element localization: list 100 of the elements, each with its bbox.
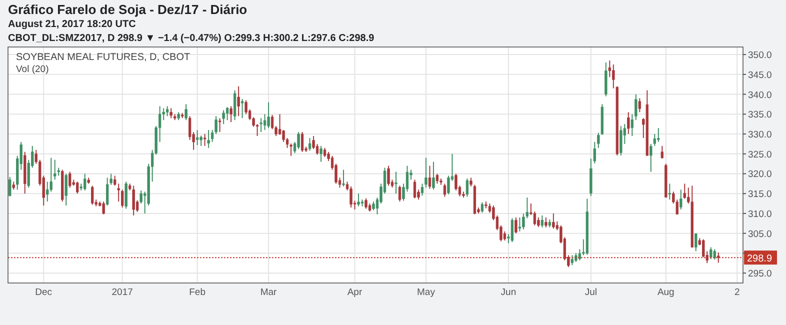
candlestick xyxy=(226,106,229,121)
y-tick-label: 295.0 xyxy=(748,268,772,280)
x-tick-label: Apr xyxy=(347,287,362,298)
y-tick-label: 350.0 xyxy=(748,50,772,62)
candlestick xyxy=(237,86,240,117)
ref-line-label: 298.9 xyxy=(747,254,772,265)
candlestick xyxy=(638,98,641,113)
candlestick xyxy=(627,112,630,135)
candlestick xyxy=(552,212,555,230)
candlestick xyxy=(620,126,622,156)
x-tick-label: Mar xyxy=(260,287,277,298)
candlestick xyxy=(121,189,124,208)
candlestick xyxy=(54,159,56,180)
candlestick xyxy=(608,60,611,78)
candlestick xyxy=(297,132,300,150)
candlestick xyxy=(84,173,86,191)
text: August 21, 2017 18:20 UTC xyxy=(8,19,136,30)
candlestick xyxy=(466,178,469,198)
candlestick xyxy=(604,62,608,97)
x-tick-label: 2017 xyxy=(112,287,133,298)
candlestick xyxy=(203,134,206,146)
x-tick-label: May xyxy=(417,287,436,298)
candlestick xyxy=(540,214,544,228)
candlestick xyxy=(680,189,682,210)
y-tick-label: 315.0 xyxy=(748,189,772,200)
y-tick-label: 305.0 xyxy=(748,228,772,240)
candlestick xyxy=(342,169,345,187)
candlestick xyxy=(657,128,660,142)
candlestick xyxy=(320,145,322,162)
candlestick xyxy=(364,198,368,210)
candlestick xyxy=(222,110,225,125)
candlestick xyxy=(650,143,652,172)
x-tick-label: Jul xyxy=(584,287,598,298)
candlestick xyxy=(413,179,416,199)
candlestick xyxy=(634,94,638,121)
candlestick xyxy=(428,165,432,190)
candlestick xyxy=(267,102,270,129)
y-tick-label: 330.0 xyxy=(748,130,772,141)
annotation: Vol (20) xyxy=(16,64,49,75)
candlestick xyxy=(668,183,671,200)
candlestick xyxy=(503,230,506,241)
y-tick-label: 335.0 xyxy=(748,110,772,121)
candlestick xyxy=(64,173,68,206)
candlestick xyxy=(578,248,582,261)
candlestick xyxy=(300,132,304,152)
candlestick xyxy=(694,232,698,252)
candlestick xyxy=(117,183,120,202)
candlestick xyxy=(436,173,439,184)
y-tick-label: 345.0 xyxy=(748,70,772,81)
x-tick-label: Jun xyxy=(500,287,516,298)
candlestick xyxy=(102,201,105,215)
candlestick xyxy=(717,252,720,264)
candlestick xyxy=(68,171,72,188)
y-tick-label: 325.0 xyxy=(748,149,772,160)
candlestick xyxy=(480,202,484,214)
candlestick xyxy=(713,248,716,260)
candlestick xyxy=(233,90,236,121)
candlestick xyxy=(443,183,446,198)
candlestick xyxy=(312,135,315,150)
candlestick xyxy=(510,218,514,243)
y-tick-label: 310.0 xyxy=(748,208,772,220)
candlestick xyxy=(8,176,12,197)
candlestick xyxy=(91,185,94,206)
candlestick xyxy=(683,183,686,200)
candlestick xyxy=(184,104,188,121)
candlestick xyxy=(514,216,518,234)
y-tick-label: 320.0 xyxy=(748,169,772,180)
chart-subtitle: CBOT_DL:SMZ2017, D 298.9 ▼ −1.4 (−0.47%) O:299.3 H:300.2 L:297.6 C:298.9 xyxy=(8,33,375,44)
candlestick xyxy=(207,130,210,148)
candlestick xyxy=(132,185,135,216)
candlestick xyxy=(424,157,428,188)
candlestick xyxy=(106,177,109,206)
candlestick xyxy=(432,161,435,190)
candlestick xyxy=(218,118,222,133)
candlestick xyxy=(263,114,266,131)
annotation: SOYBEAN MEAL FUTURES, D, CBOT xyxy=(16,52,190,63)
x-tick-label: 2 xyxy=(734,287,740,298)
candlestick xyxy=(76,181,79,194)
x-tick-label: Aug xyxy=(657,287,674,298)
candlestick xyxy=(260,118,262,133)
candlestick xyxy=(518,216,522,232)
candlestick xyxy=(244,100,248,115)
candlestick xyxy=(140,190,142,204)
candlestick xyxy=(124,181,128,210)
candlestick xyxy=(387,165,390,186)
candlestick xyxy=(240,98,244,119)
candlestick xyxy=(323,147,326,158)
candlestick xyxy=(544,216,548,228)
candlestick xyxy=(630,114,634,136)
candlestick xyxy=(398,185,402,202)
x-tick-label: Dec xyxy=(35,287,52,298)
candlestick xyxy=(653,134,656,146)
candlestick xyxy=(357,193,360,207)
candlestick xyxy=(660,145,664,160)
candlestick xyxy=(196,130,199,146)
candlestick xyxy=(308,137,312,152)
candlestick xyxy=(570,254,574,266)
candlestick xyxy=(166,106,169,117)
candlestick xyxy=(170,108,172,119)
candlestick xyxy=(420,183,424,196)
